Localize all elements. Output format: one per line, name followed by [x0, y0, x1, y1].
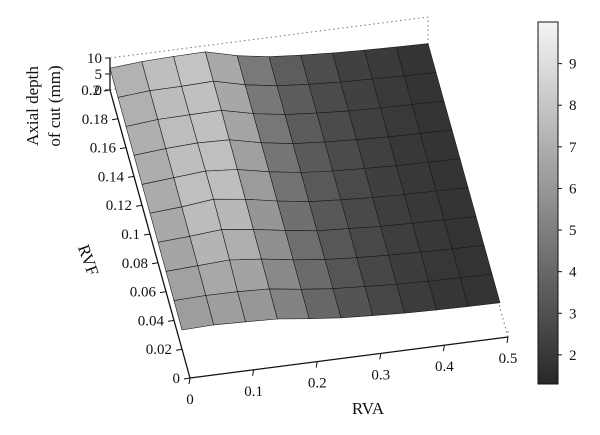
y-tick-mark [143, 233, 151, 236]
colorbar-tick-label: 3 [569, 306, 577, 322]
colorbar-gradient [537, 21, 559, 385]
y-tick-label: 0.02 [146, 342, 172, 358]
x-tick-mark [315, 361, 318, 368]
y-tick-label: 0.08 [122, 256, 148, 272]
y-tick-label: 0.18 [82, 112, 108, 128]
y-tick-label: 0.1 [121, 227, 140, 243]
y-tick-mark [111, 118, 119, 121]
z-axis-title-line1: Axial depth [23, 66, 42, 146]
y-tick-mark [119, 147, 127, 150]
y-tick-label: 0 [173, 371, 181, 387]
y-tick-label: 0.06 [130, 285, 157, 301]
y-tick-mark [127, 175, 135, 178]
colorbar-tick-label: 7 [569, 140, 577, 156]
x-tick-label: 0 [186, 392, 194, 408]
x-tick-mark [188, 377, 191, 385]
x-tick-mark [252, 369, 255, 376]
z-tick-label: 5 [95, 67, 103, 83]
y-tick-mark [151, 262, 159, 265]
x-tick-mark [506, 336, 509, 344]
x-tick-label: 0.5 [499, 351, 518, 367]
y-tick-label: 0.16 [90, 141, 117, 157]
y-tick-label: 0.12 [106, 198, 132, 214]
y-tick-mark [159, 291, 167, 294]
colorbar-tick-label: 5 [569, 223, 577, 239]
y-tick-label: 0.04 [138, 313, 165, 329]
y-tick-label: 0.2 [81, 83, 100, 99]
z-tick-label: 0 [95, 83, 103, 99]
x-axis-line [189, 336, 509, 379]
colorbar-tick-label: 8 [569, 98, 577, 114]
x-tick-mark [379, 353, 382, 360]
surface-cell [459, 273, 501, 307]
y-axis-title: RVF [74, 242, 103, 278]
x-tick-label: 0.1 [244, 384, 263, 400]
x-tick-label: 0.4 [435, 359, 454, 375]
z-axis-title-line2: of cut (mm) [45, 65, 64, 146]
y-tick-mark [183, 377, 191, 380]
surface-mesh [109, 43, 501, 331]
x-tick-mark [442, 345, 445, 352]
y-tick-mark [175, 348, 183, 351]
y-tick-mark [135, 204, 143, 207]
x-tick-label: 0.2 [308, 376, 327, 392]
colorbar-tick-label: 9 [569, 57, 577, 73]
colorbar: 2 3 4 5 6 7 8 9 [537, 21, 577, 385]
colorbar-tick-label: 4 [569, 265, 577, 281]
colorbar-tick-label: 2 [569, 348, 577, 364]
x-axis-title: RVA [352, 399, 385, 418]
z-tick-label: 10 [87, 51, 102, 67]
colorbar-tick-label: 6 [569, 181, 577, 197]
y-tick-label: 0.14 [98, 169, 125, 185]
x-tick-label: 0.3 [371, 367, 390, 383]
y-tick-mark [167, 319, 175, 322]
tick-labels: 00.10.20.30.40.500.020.040.060.080.10.12… [81, 51, 517, 408]
